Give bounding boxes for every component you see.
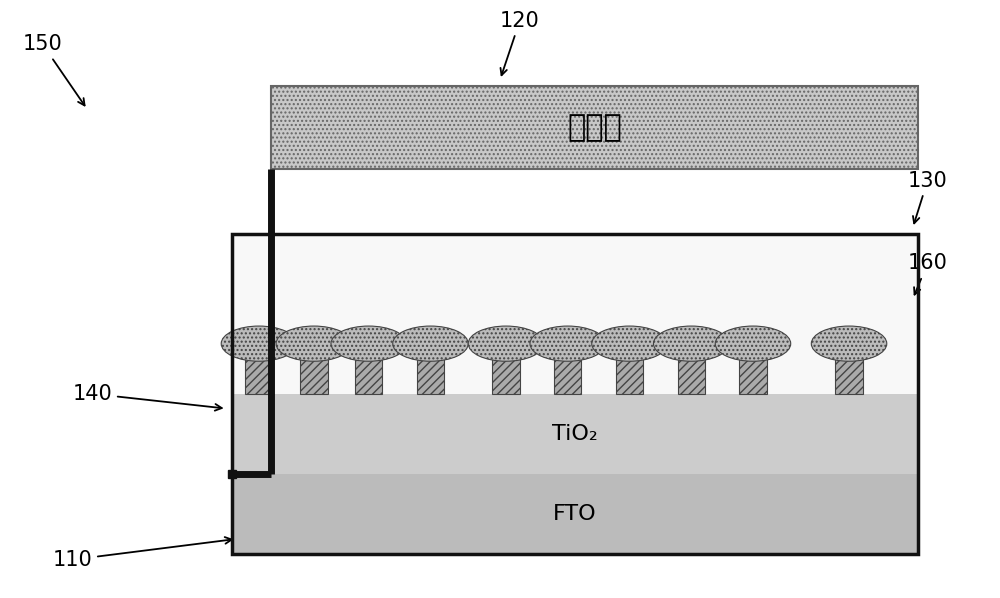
Bar (616, 359, 643, 394)
Bar (417, 359, 444, 394)
Ellipse shape (393, 326, 468, 361)
Bar (678, 359, 705, 394)
Text: TiO₂: TiO₂ (552, 424, 597, 444)
Bar (300, 359, 328, 394)
Text: 110: 110 (53, 537, 232, 570)
Ellipse shape (468, 326, 544, 361)
Ellipse shape (331, 326, 406, 361)
Bar (232, 394, 918, 474)
Text: 140: 140 (72, 384, 222, 411)
Bar (271, 86, 918, 169)
Text: 160: 160 (908, 254, 948, 295)
Ellipse shape (276, 326, 352, 361)
Bar (245, 359, 273, 394)
Text: 150: 150 (23, 34, 85, 105)
Bar (232, 234, 918, 394)
Text: 对电极: 对电极 (567, 112, 622, 142)
Bar (232, 474, 918, 554)
Ellipse shape (811, 326, 887, 361)
Ellipse shape (592, 326, 667, 361)
Text: 120: 120 (500, 11, 540, 75)
Text: 130: 130 (908, 170, 947, 223)
Bar (739, 359, 767, 394)
Ellipse shape (715, 326, 791, 361)
Bar (835, 359, 863, 394)
Bar (232, 234, 918, 554)
Bar (492, 359, 520, 394)
Ellipse shape (530, 326, 605, 361)
Ellipse shape (221, 326, 297, 361)
Bar (355, 359, 382, 394)
Text: FTO: FTO (553, 504, 596, 524)
Ellipse shape (653, 326, 729, 361)
Bar (554, 359, 581, 394)
